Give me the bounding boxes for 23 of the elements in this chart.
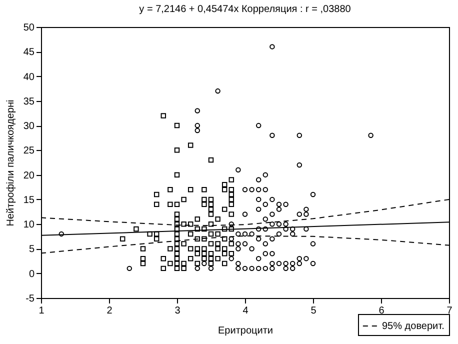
y-tick-label: 5 [28,244,35,256]
legend-label: 95% доверит. [382,321,444,332]
y-tick-label: 35 [23,96,35,108]
x-tick-label: 5 [310,306,317,316]
y-tick-label: 15 [23,194,35,206]
y-tick-label: 0 [28,268,35,280]
x-tick-label: 4 [242,306,249,316]
x-tick-label: 2 [106,306,113,316]
chart-title: y = 7,2146 + 0,45474x Корреляция : r = ,03880 [139,4,352,15]
y-tick-label: 10 [23,220,35,231]
x-tick-label: 6 [378,306,385,316]
y-axis-title: Нейтрофіли паличкоядерні [5,100,16,226]
x-axis-title: Еритроцити [218,326,273,336]
y-tick-label: 20 [23,170,35,182]
y-tick-label: 40 [23,72,35,83]
x-tick-label: 1 [38,306,45,316]
x-tick-label: 3 [174,306,181,316]
y-tick-label: 25 [23,146,35,157]
x-tick-label: 7 [446,306,453,316]
y-tick-label: -5 [26,294,35,304]
y-tick-label: 30 [23,121,35,132]
y-tick-label: 45 [23,47,35,58]
y-tick-label: 50 [23,22,35,34]
